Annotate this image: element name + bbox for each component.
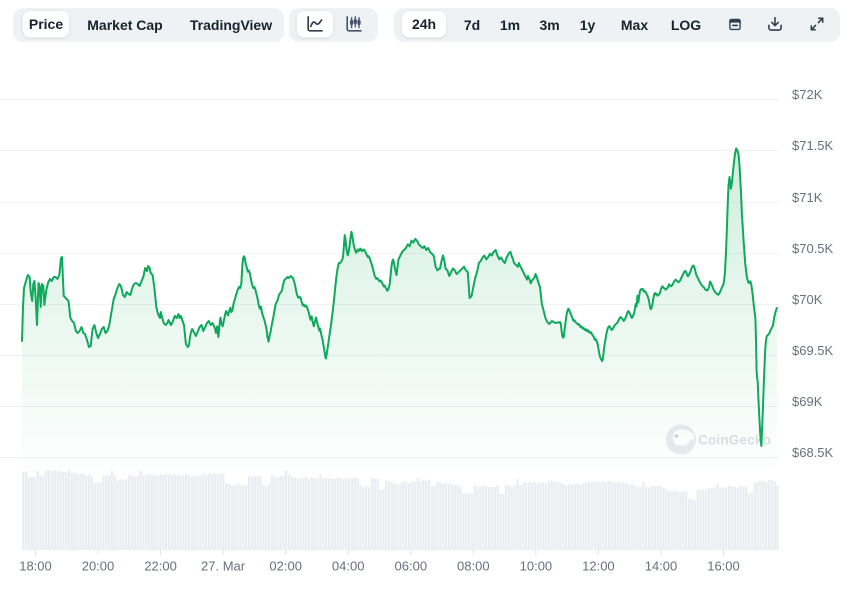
svg-text:22:00: 22:00 — [144, 559, 177, 574]
svg-text:$70K: $70K — [792, 292, 823, 307]
svg-text:18:00: 18:00 — [19, 559, 52, 574]
svg-text:10:00: 10:00 — [520, 559, 553, 574]
svg-text:04:00: 04:00 — [332, 559, 365, 574]
svg-text:$72K: $72K — [792, 87, 823, 102]
svg-text:27. Mar: 27. Mar — [201, 559, 246, 574]
svg-text:$69.5K: $69.5K — [792, 343, 834, 358]
svg-text:02:00: 02:00 — [269, 559, 302, 574]
svg-text:$71.5K: $71.5K — [792, 138, 834, 153]
svg-text:06:00: 06:00 — [395, 559, 428, 574]
svg-text:20:00: 20:00 — [82, 559, 115, 574]
svg-text:$71K: $71K — [792, 190, 823, 205]
svg-text:$70.5K: $70.5K — [792, 241, 834, 256]
svg-text:16:00: 16:00 — [707, 559, 740, 574]
svg-text:$69K: $69K — [792, 394, 823, 409]
svg-text:12:00: 12:00 — [582, 559, 615, 574]
svg-text:08:00: 08:00 — [457, 559, 490, 574]
svg-text:14:00: 14:00 — [645, 559, 678, 574]
svg-text:$68.5K: $68.5K — [792, 445, 834, 460]
